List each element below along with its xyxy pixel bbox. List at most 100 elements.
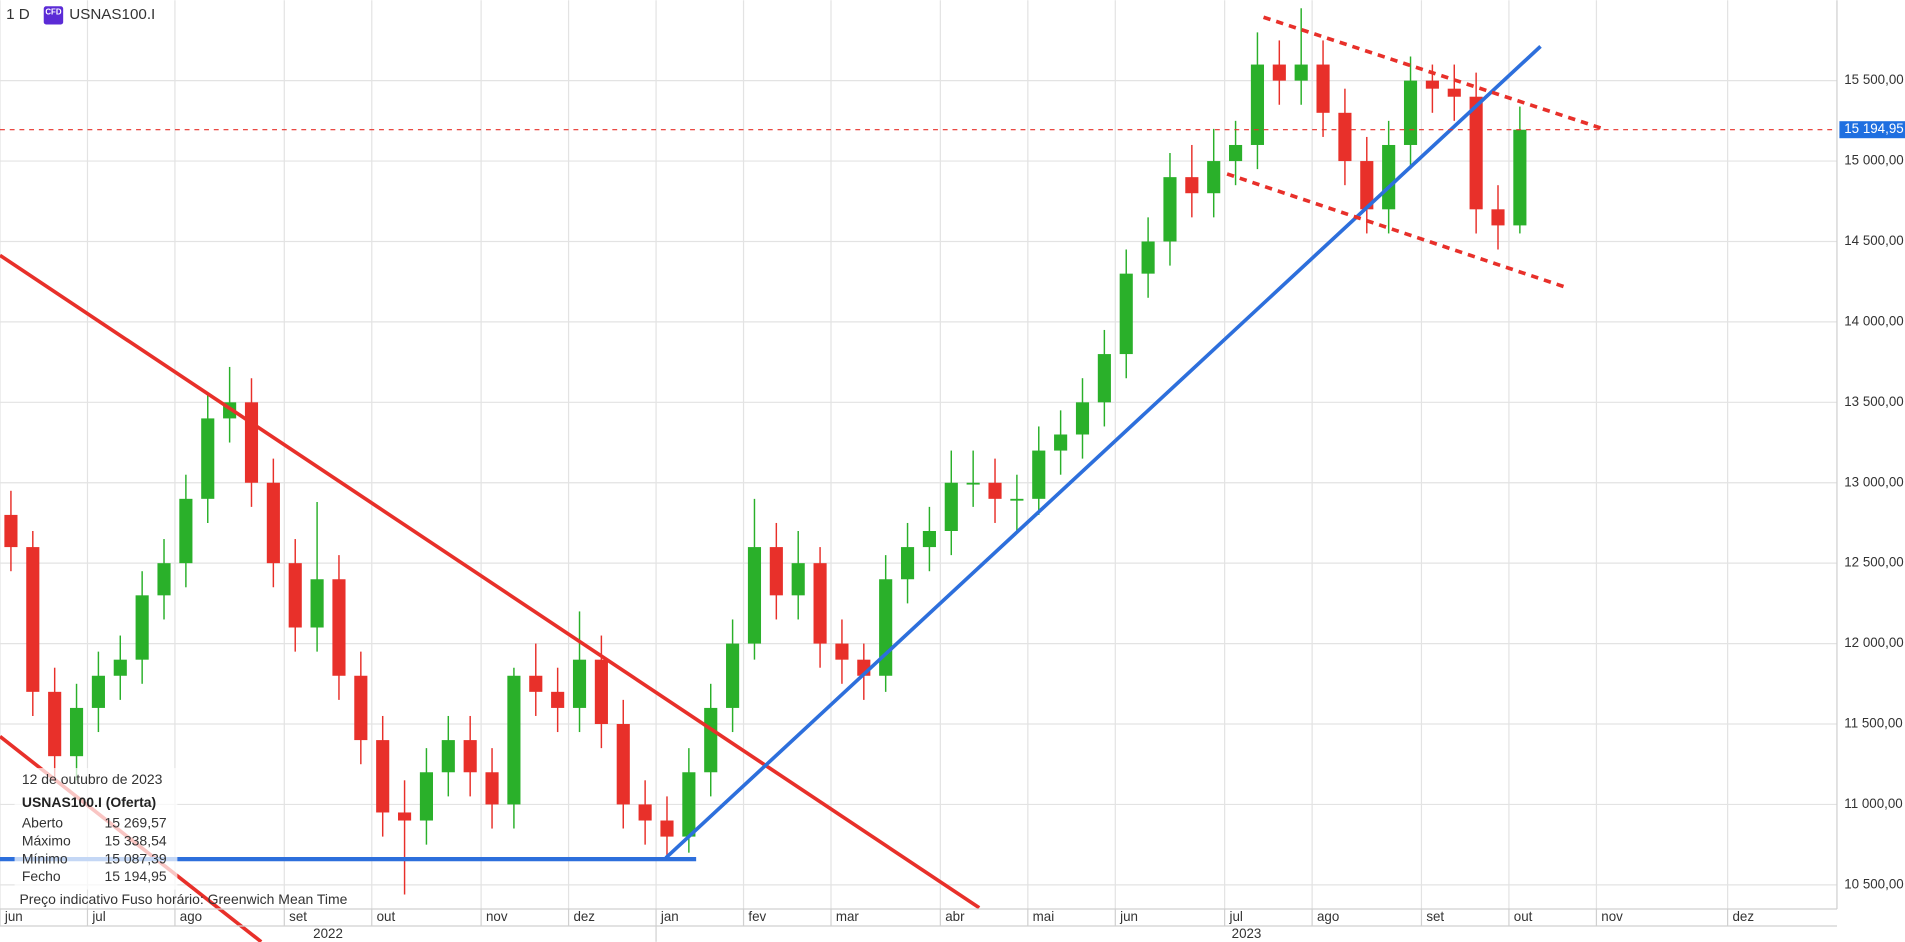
candle-body xyxy=(463,740,477,773)
y-tick-label: 15 000,00 xyxy=(1844,153,1903,168)
candle-body xyxy=(1119,273,1133,355)
candle-body xyxy=(1272,64,1286,81)
candle-body xyxy=(944,482,958,531)
candle-body xyxy=(682,772,696,837)
x-tick-label: jul xyxy=(1229,909,1243,924)
info-rows: Aberto 15 269,57 Máximo 15 338,54 Mínimo 15 0… xyxy=(22,815,167,885)
x-tick-label: jun xyxy=(4,909,23,924)
candle-body xyxy=(616,724,630,805)
candle-body xyxy=(69,707,84,757)
candle-body xyxy=(835,643,849,660)
candle-body xyxy=(1447,88,1461,97)
candle-body xyxy=(201,418,215,499)
info-label: Máximo xyxy=(22,832,71,848)
candle-body xyxy=(91,675,105,708)
x-tick-label: out xyxy=(377,909,396,924)
trend-line xyxy=(664,45,1542,860)
candle-body xyxy=(1010,498,1024,501)
candle-body xyxy=(1054,434,1068,451)
candle-body xyxy=(660,820,674,837)
x-tick-label: dez xyxy=(1732,909,1754,924)
candle-body xyxy=(879,579,893,676)
info-value: 15 269,57 xyxy=(104,815,166,831)
x-tick-label: out xyxy=(1514,909,1533,924)
candle-body xyxy=(1229,144,1243,162)
x-tick-label: mar xyxy=(836,909,860,924)
y-tick-label: 12 500,00 xyxy=(1844,555,1903,570)
candle-body xyxy=(572,659,587,708)
cfd-icon-text: CFD xyxy=(45,7,61,16)
candle-body xyxy=(1403,80,1418,145)
info-date: 12 de outubro de 2023 xyxy=(22,771,163,787)
candle-body xyxy=(551,691,565,708)
candle-body xyxy=(922,530,936,548)
candle-body xyxy=(1185,177,1199,194)
x-tick-label: set xyxy=(289,909,307,924)
y-tick-label: 10 500,00 xyxy=(1844,876,1903,891)
x-tick-label: fev xyxy=(748,909,766,924)
x-tick-label: ago xyxy=(180,909,202,924)
candle-body xyxy=(4,514,18,548)
candle-body xyxy=(244,402,259,483)
candle-body xyxy=(113,659,127,676)
candle-body xyxy=(398,812,412,821)
candle-body xyxy=(791,563,805,596)
candle-body xyxy=(726,643,740,708)
x-tick-label: dez xyxy=(573,909,595,924)
y-tick-label: 11 000,00 xyxy=(1844,796,1902,811)
channel-line xyxy=(1262,15,1605,131)
x-tick-label: jan xyxy=(660,909,679,924)
candle-body xyxy=(507,675,521,805)
candle-body xyxy=(419,772,433,821)
y-tick-label: 15 500,00 xyxy=(1844,72,1903,87)
info-label: Mínimo xyxy=(22,850,68,866)
y-tick-label: 11 500,00 xyxy=(1844,716,1902,731)
candle-body xyxy=(900,547,915,580)
y-tick-label: 13 000,00 xyxy=(1844,474,1903,489)
x-tick-label: set xyxy=(1426,909,1444,924)
info-value: 15 338,54 xyxy=(104,832,166,848)
year-label: 2022 xyxy=(313,926,343,941)
candle-body xyxy=(288,563,302,628)
candle-body xyxy=(266,482,280,564)
candle-body xyxy=(48,691,62,757)
candle-body xyxy=(988,482,1002,499)
candle-body xyxy=(704,707,718,773)
candle-body xyxy=(179,498,193,564)
footer-timezone: Fuso horário: Greenwich Mean Time xyxy=(121,891,347,907)
y-tick-label: 14 000,00 xyxy=(1844,313,1903,328)
candle-body xyxy=(354,675,368,741)
candle-body xyxy=(747,547,762,644)
candle-body xyxy=(1491,209,1505,226)
info-label: Fecho xyxy=(22,868,61,884)
info-box xyxy=(14,768,178,890)
candle-body xyxy=(966,482,980,485)
candle-body xyxy=(1294,64,1308,81)
candle-body xyxy=(441,740,455,773)
x-tick-label: nov xyxy=(486,909,508,924)
candle-body xyxy=(485,772,499,805)
y-tick-label: 13 500,00 xyxy=(1844,394,1903,409)
info-value: 15 087,39 xyxy=(104,850,166,866)
candle-body xyxy=(1469,96,1483,210)
candle-body xyxy=(1250,64,1265,145)
candle-body xyxy=(376,740,390,813)
trend-line xyxy=(0,253,981,910)
candles xyxy=(4,8,1527,895)
channel-line xyxy=(1226,172,1566,289)
x-tick-label: jul xyxy=(91,909,105,924)
candle-body xyxy=(813,563,827,644)
candle-body xyxy=(1382,144,1396,210)
candle-body xyxy=(1163,177,1177,242)
cfd-icon xyxy=(43,6,64,25)
candle-body xyxy=(769,547,783,596)
candle-body xyxy=(1141,241,1155,274)
candle-body xyxy=(26,547,40,692)
x-tick-label: nov xyxy=(1601,909,1623,924)
x-tick-label: abr xyxy=(945,909,965,924)
symbol: USNAS100.I xyxy=(69,6,155,23)
info-label: Aberto xyxy=(22,815,63,831)
candle-body xyxy=(135,595,149,660)
